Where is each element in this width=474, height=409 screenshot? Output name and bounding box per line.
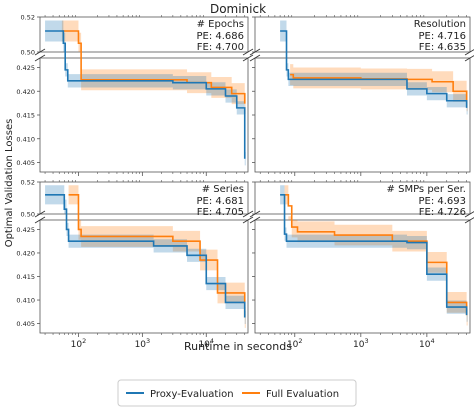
panel-title: Resolution xyxy=(414,19,466,30)
axis-break-mark xyxy=(464,55,474,62)
y-tick-label: 0.52 xyxy=(21,179,35,187)
lower-axes-frame xyxy=(254,57,471,173)
panel-annotation: FE: 4.726 xyxy=(419,207,466,218)
y-tick-label: 0.425 xyxy=(16,64,35,72)
band-proxy xyxy=(280,20,468,115)
lower-axes-frame xyxy=(39,57,249,173)
axis-break-mark xyxy=(242,48,254,56)
series-line-proxy xyxy=(45,30,246,159)
panel-annotation: PE: 4.693 xyxy=(418,196,466,207)
legend-label-full: Full Evaluation xyxy=(266,389,339,400)
series-line-proxy xyxy=(280,30,468,108)
axis-break-mark xyxy=(34,54,46,62)
panel-annotation: FE: 4.635 xyxy=(419,42,466,53)
y-tick-label: 0.425 xyxy=(16,226,35,234)
x-tick-label: 104 xyxy=(419,337,435,350)
lower-axes-frame xyxy=(39,219,249,334)
axis-break-mark xyxy=(34,48,46,56)
band-full xyxy=(61,20,246,115)
legend-label-proxy: Proxy-Evaluation xyxy=(150,389,234,400)
panel-title: # SMPs per Ser. xyxy=(387,184,466,195)
y-tick-label: 0.50 xyxy=(21,211,35,219)
panel-annotation: PE: 4.686 xyxy=(196,31,244,42)
panel-1: 0.425 0.420 0.415 0.410 0.405 0.52 0.50 # Epoch… xyxy=(16,14,254,176)
series-line-proxy xyxy=(280,194,468,316)
y-axis-label: Optimal Validation Losses xyxy=(4,119,15,248)
axis-break-mark xyxy=(249,216,261,224)
x-tick-label: 103 xyxy=(353,337,369,350)
upper-axes-frame xyxy=(39,16,249,53)
axis-break-mark xyxy=(464,211,474,218)
axis-break-mark xyxy=(249,54,261,62)
y-tick-label: 0.50 xyxy=(21,49,35,57)
series-line-full xyxy=(68,194,246,318)
y-tick-label: 0.415 xyxy=(16,112,35,120)
panel-annotation: FE: 4.705 xyxy=(197,207,244,218)
axis-break-mark xyxy=(34,210,46,218)
band-proxy xyxy=(45,20,246,166)
legend: Proxy-Evaluation Full Evaluation xyxy=(117,379,357,407)
lower-axes-frame xyxy=(254,219,471,334)
y-tick-label: 0.420 xyxy=(16,88,35,96)
panel-title: # Epochs xyxy=(197,19,244,30)
legend-frame xyxy=(117,379,357,407)
band-full xyxy=(290,64,468,112)
x-tick-label: 102 xyxy=(71,337,87,350)
x-axis-label: Runtime in seconds xyxy=(184,340,292,353)
axis-break-mark xyxy=(34,216,46,224)
upper-axes-frame xyxy=(39,181,249,215)
panels: 0.425 0.420 0.415 0.410 0.405 0.52 0.50 # Epoch… xyxy=(16,14,474,350)
series-line-proxy xyxy=(45,194,246,318)
panel-annotation: PE: 4.681 xyxy=(196,196,244,207)
x-tick-label: 103 xyxy=(135,337,151,350)
band-proxy xyxy=(280,185,468,322)
y-tick-label: 0.420 xyxy=(16,249,35,257)
figure-title: Dominick xyxy=(210,2,266,16)
y-tick-label: 0.410 xyxy=(16,135,35,143)
band-full xyxy=(284,185,468,326)
series-line-full xyxy=(61,30,246,104)
y-tick-label: 0.415 xyxy=(16,273,35,281)
x-tick-label: 102 xyxy=(287,337,303,350)
panel-3: 102 103 104 0.425 0.420 0.415 0.410 0.405 0.52 0.… xyxy=(16,179,254,350)
panel-annotation: PE: 4.716 xyxy=(418,31,466,42)
upper-axes-frame xyxy=(254,181,471,215)
panel-title: # Series xyxy=(202,184,244,195)
axis-break-mark xyxy=(464,49,474,56)
y-tick-label: 0.405 xyxy=(16,320,35,328)
x-tick-label: 104 xyxy=(198,337,214,350)
panel-annotation: FE: 4.700 xyxy=(197,42,244,53)
axis-break-mark xyxy=(242,54,254,62)
axis-break-mark xyxy=(242,216,254,224)
y-tick-label: 0.405 xyxy=(16,159,35,167)
axis-break-mark xyxy=(249,210,261,218)
upper-axes-frame xyxy=(254,16,471,53)
axis-break-mark xyxy=(249,48,261,56)
axis-break-mark xyxy=(464,217,474,224)
axis-break-mark xyxy=(242,210,254,218)
y-tick-label: 0.410 xyxy=(16,297,35,305)
band-full xyxy=(68,185,246,328)
y-tick-label: 0.52 xyxy=(21,14,35,22)
